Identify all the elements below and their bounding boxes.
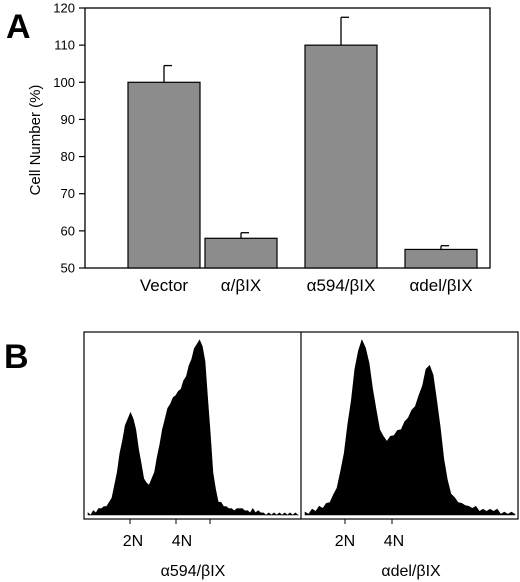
histogram-labels: 2N 4N 2N 4N <box>123 533 404 550</box>
y-tick-label: 70 <box>61 186 75 201</box>
bar-chart-categories: Vector α/βIX α594/βIX αdel/βIX <box>140 276 473 295</box>
histogram-a594 <box>87 339 299 524</box>
panel-a-letter: A <box>6 8 31 46</box>
y-tick-label: 120 <box>53 1 75 16</box>
bar-chart-axes <box>84 7 491 269</box>
bar-chart: 50 60 70 80 90 100 110 120 Vector α/βIX α594/βIX α… <box>27 1 491 295</box>
bar <box>404 248 478 269</box>
y-axis-label: Cell Number (%) <box>27 85 44 196</box>
bar-chart-y-ticks: 50 60 70 80 90 100 110 120 <box>53 1 85 276</box>
histogram-adel-title: αdel/βIX <box>381 563 441 580</box>
histogram-frame <box>83 331 519 520</box>
peak-label: 4N <box>172 533 192 550</box>
category-label: Vector <box>140 276 189 295</box>
bar <box>304 44 378 269</box>
bar <box>127 81 201 269</box>
y-tick-label: 110 <box>54 38 75 53</box>
y-tick-label: 90 <box>61 112 75 127</box>
y-tick-label: 100 <box>53 75 75 90</box>
bar-chart-error-bars <box>163 16 449 250</box>
peak-label: 2N <box>123 533 143 550</box>
histogram-area <box>304 339 516 516</box>
peak-label: 4N <box>384 533 404 550</box>
histogram-a594-title: α594/βIX <box>161 563 226 580</box>
bar-chart-bars <box>127 44 478 269</box>
panel-b-letter: B <box>4 338 29 376</box>
bar <box>204 237 278 269</box>
y-tick-label: 60 <box>61 223 75 238</box>
plot-area-frame <box>84 7 491 269</box>
peak-label: 2N <box>335 533 355 550</box>
y-tick-label: 50 <box>61 261 75 276</box>
histogram-adel <box>304 339 516 524</box>
category-label: α594/βIX <box>307 276 376 295</box>
category-label: αdel/βIX <box>409 276 472 295</box>
histogram-area <box>87 339 299 516</box>
category-label: α/βIX <box>221 276 261 295</box>
y-tick-label: 80 <box>61 149 75 164</box>
